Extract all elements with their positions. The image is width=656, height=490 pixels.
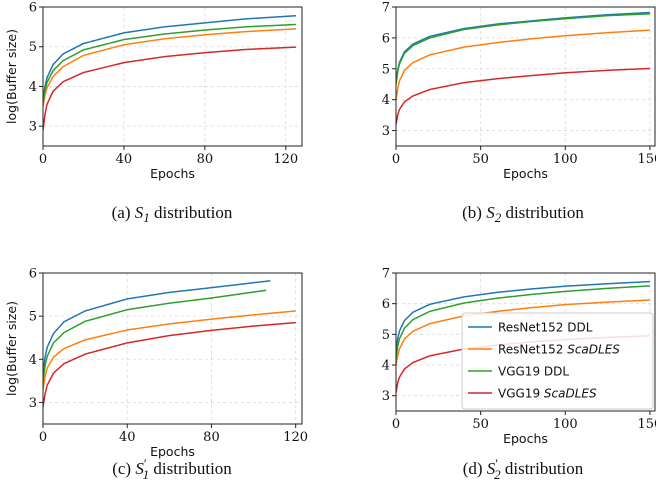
caption-prime: ′ xyxy=(495,456,498,471)
y-tick-label: 4 xyxy=(382,93,390,108)
y-tick-label: 3 xyxy=(382,124,390,139)
series-line-vgg19-scadles xyxy=(43,46,296,131)
x-tick-label: 0 xyxy=(39,152,47,167)
series-line-vgg19-ddl xyxy=(43,289,267,381)
plot-frame xyxy=(395,6,656,147)
legend-entry: VGG19 ScaDLES xyxy=(498,387,597,401)
legend-entry-name: ResNet152 xyxy=(498,343,567,357)
y-tick-label: 5 xyxy=(29,40,37,55)
series-line-vgg19-ddl xyxy=(396,13,650,85)
caption-subscript: 1 xyxy=(143,467,150,482)
y-tick-label: 3 xyxy=(29,396,37,411)
x-tick-label: 0 xyxy=(392,152,400,167)
legend-entry-method: ScaDLES xyxy=(567,343,620,357)
x-tick-label: 40 xyxy=(116,152,133,167)
subfigure-caption: (c) S′ 1 distribution xyxy=(112,456,232,482)
series-line-resnet152-ddl xyxy=(396,280,650,350)
caption-symbol: S xyxy=(486,203,495,222)
x-tick-label: 80 xyxy=(197,152,214,167)
series-line-resnet152-scadles xyxy=(396,29,650,100)
panel-c: 0 40 80 120 3 4 5 6 Epochs log(Buffer size) (c) S′… xyxy=(4,267,308,483)
caption-prime: ′ xyxy=(144,456,147,471)
panel-d: 0 50 100 150 3 4 5 6 7 Epochs (d) S′2 distribution… xyxy=(382,267,656,483)
caption-suffix: distribution xyxy=(149,459,232,478)
x-axis-label: Epochs xyxy=(150,444,195,459)
series-line-vgg19-ddl xyxy=(396,285,650,359)
legend-box xyxy=(461,312,654,410)
x-tick-label: 100 xyxy=(553,152,578,167)
x-axis-label: Epochs xyxy=(150,166,195,181)
caption-subscript: 2 xyxy=(495,210,502,225)
y-tick-label: 6 xyxy=(382,31,390,46)
caption-subscript: 2 xyxy=(494,467,501,482)
series-line-vgg19-scadles xyxy=(43,321,296,407)
caption-prefix: (c) xyxy=(112,459,135,478)
legend: ResNet152 DDL ResNet152 ScaDLES VGG19 DDL V… xyxy=(461,312,654,410)
x-tick-label: 0 xyxy=(39,430,47,445)
caption-suffix: distribution xyxy=(501,203,584,222)
legend-entry-name: ResNet152 DDL xyxy=(498,321,593,335)
x-tick-label: 50 xyxy=(472,152,489,167)
x-tick-label: 120 xyxy=(283,430,308,445)
x-tick-label: 150 xyxy=(638,417,656,432)
caption-suffix: distribution xyxy=(150,203,233,222)
x-tick-label: 80 xyxy=(203,430,220,445)
legend-entry: ResNet152 DDL xyxy=(498,321,593,335)
x-tick-label: 0 xyxy=(392,417,400,432)
legend-entry-method: ScaDLES xyxy=(544,387,597,401)
y-tick-label: 7 xyxy=(382,267,390,282)
legend-entry-name: VGG19 xyxy=(498,387,544,401)
y-axis-label: log(Buffer size) xyxy=(4,301,19,396)
x-tick-label: 50 xyxy=(472,417,489,432)
y-tick-label: 6 xyxy=(29,1,37,16)
caption-symbol: S xyxy=(135,459,144,478)
x-axis-label: Epochs xyxy=(503,166,548,181)
series-line-vgg19-ddl xyxy=(43,23,296,103)
caption-prefix: (b) xyxy=(462,203,486,222)
x-tick-label: 150 xyxy=(638,152,656,167)
series-line-resnet152-scadles xyxy=(43,310,296,390)
series-line-resnet152-scadles xyxy=(43,28,296,107)
subfigure-caption: (d) S′ 2 distribution xyxy=(463,456,584,482)
caption-prefix: (a) xyxy=(112,203,135,222)
y-tick-label: 7 xyxy=(382,1,390,16)
legend-entry: VGG19 DDL xyxy=(498,365,569,379)
series-line-resnet152-ddl xyxy=(43,280,271,373)
series-line-resnet152-scadles xyxy=(396,299,650,366)
legend-entry-name: VGG19 DDL xyxy=(498,365,569,379)
panel-b: 0 50 100 150 3 4 5 6 7 Epochs (b) S2 distribution xyxy=(382,1,656,226)
y-tick-label: 5 xyxy=(382,62,390,77)
y-axis-label: log(Buffer size) xyxy=(4,29,19,124)
caption-suffix: distribution xyxy=(501,459,584,478)
series-line-resnet152-ddl xyxy=(43,14,296,99)
x-tick-label: 120 xyxy=(273,152,298,167)
plot-frame xyxy=(395,272,656,412)
y-tick-label: 4 xyxy=(382,359,390,374)
series-line-vgg19-scadles xyxy=(396,67,650,125)
legend-entry: ResNet152 ScaDLES xyxy=(498,343,620,357)
y-tick-label: 6 xyxy=(382,297,390,312)
subfigure-caption: (a) S1 distribution xyxy=(112,203,233,225)
y-tick-label: 6 xyxy=(29,267,37,282)
y-tick-label: 4 xyxy=(29,80,37,95)
x-tick-label: 40 xyxy=(119,430,136,445)
caption-symbol: S xyxy=(135,203,144,222)
subfigure-caption: (b) S2 distribution xyxy=(462,203,584,225)
y-tick-label: 3 xyxy=(29,120,37,135)
y-tick-label: 4 xyxy=(29,353,37,368)
x-axis-label: Epochs xyxy=(503,431,548,446)
plot-frame xyxy=(42,272,303,425)
panel-a: 0 40 80 120 3 4 5 6 Epochs log(Buffer size) (a) S1… xyxy=(4,1,303,225)
x-tick-label: 100 xyxy=(553,417,578,432)
plot-frame xyxy=(42,6,303,147)
caption-symbol: S xyxy=(487,459,496,478)
caption-subscript: 1 xyxy=(143,210,150,225)
y-tick-label: 3 xyxy=(382,389,390,404)
caption-prefix: (d) xyxy=(463,459,487,478)
y-tick-label: 5 xyxy=(29,310,37,325)
y-tick-label: 5 xyxy=(382,328,390,343)
